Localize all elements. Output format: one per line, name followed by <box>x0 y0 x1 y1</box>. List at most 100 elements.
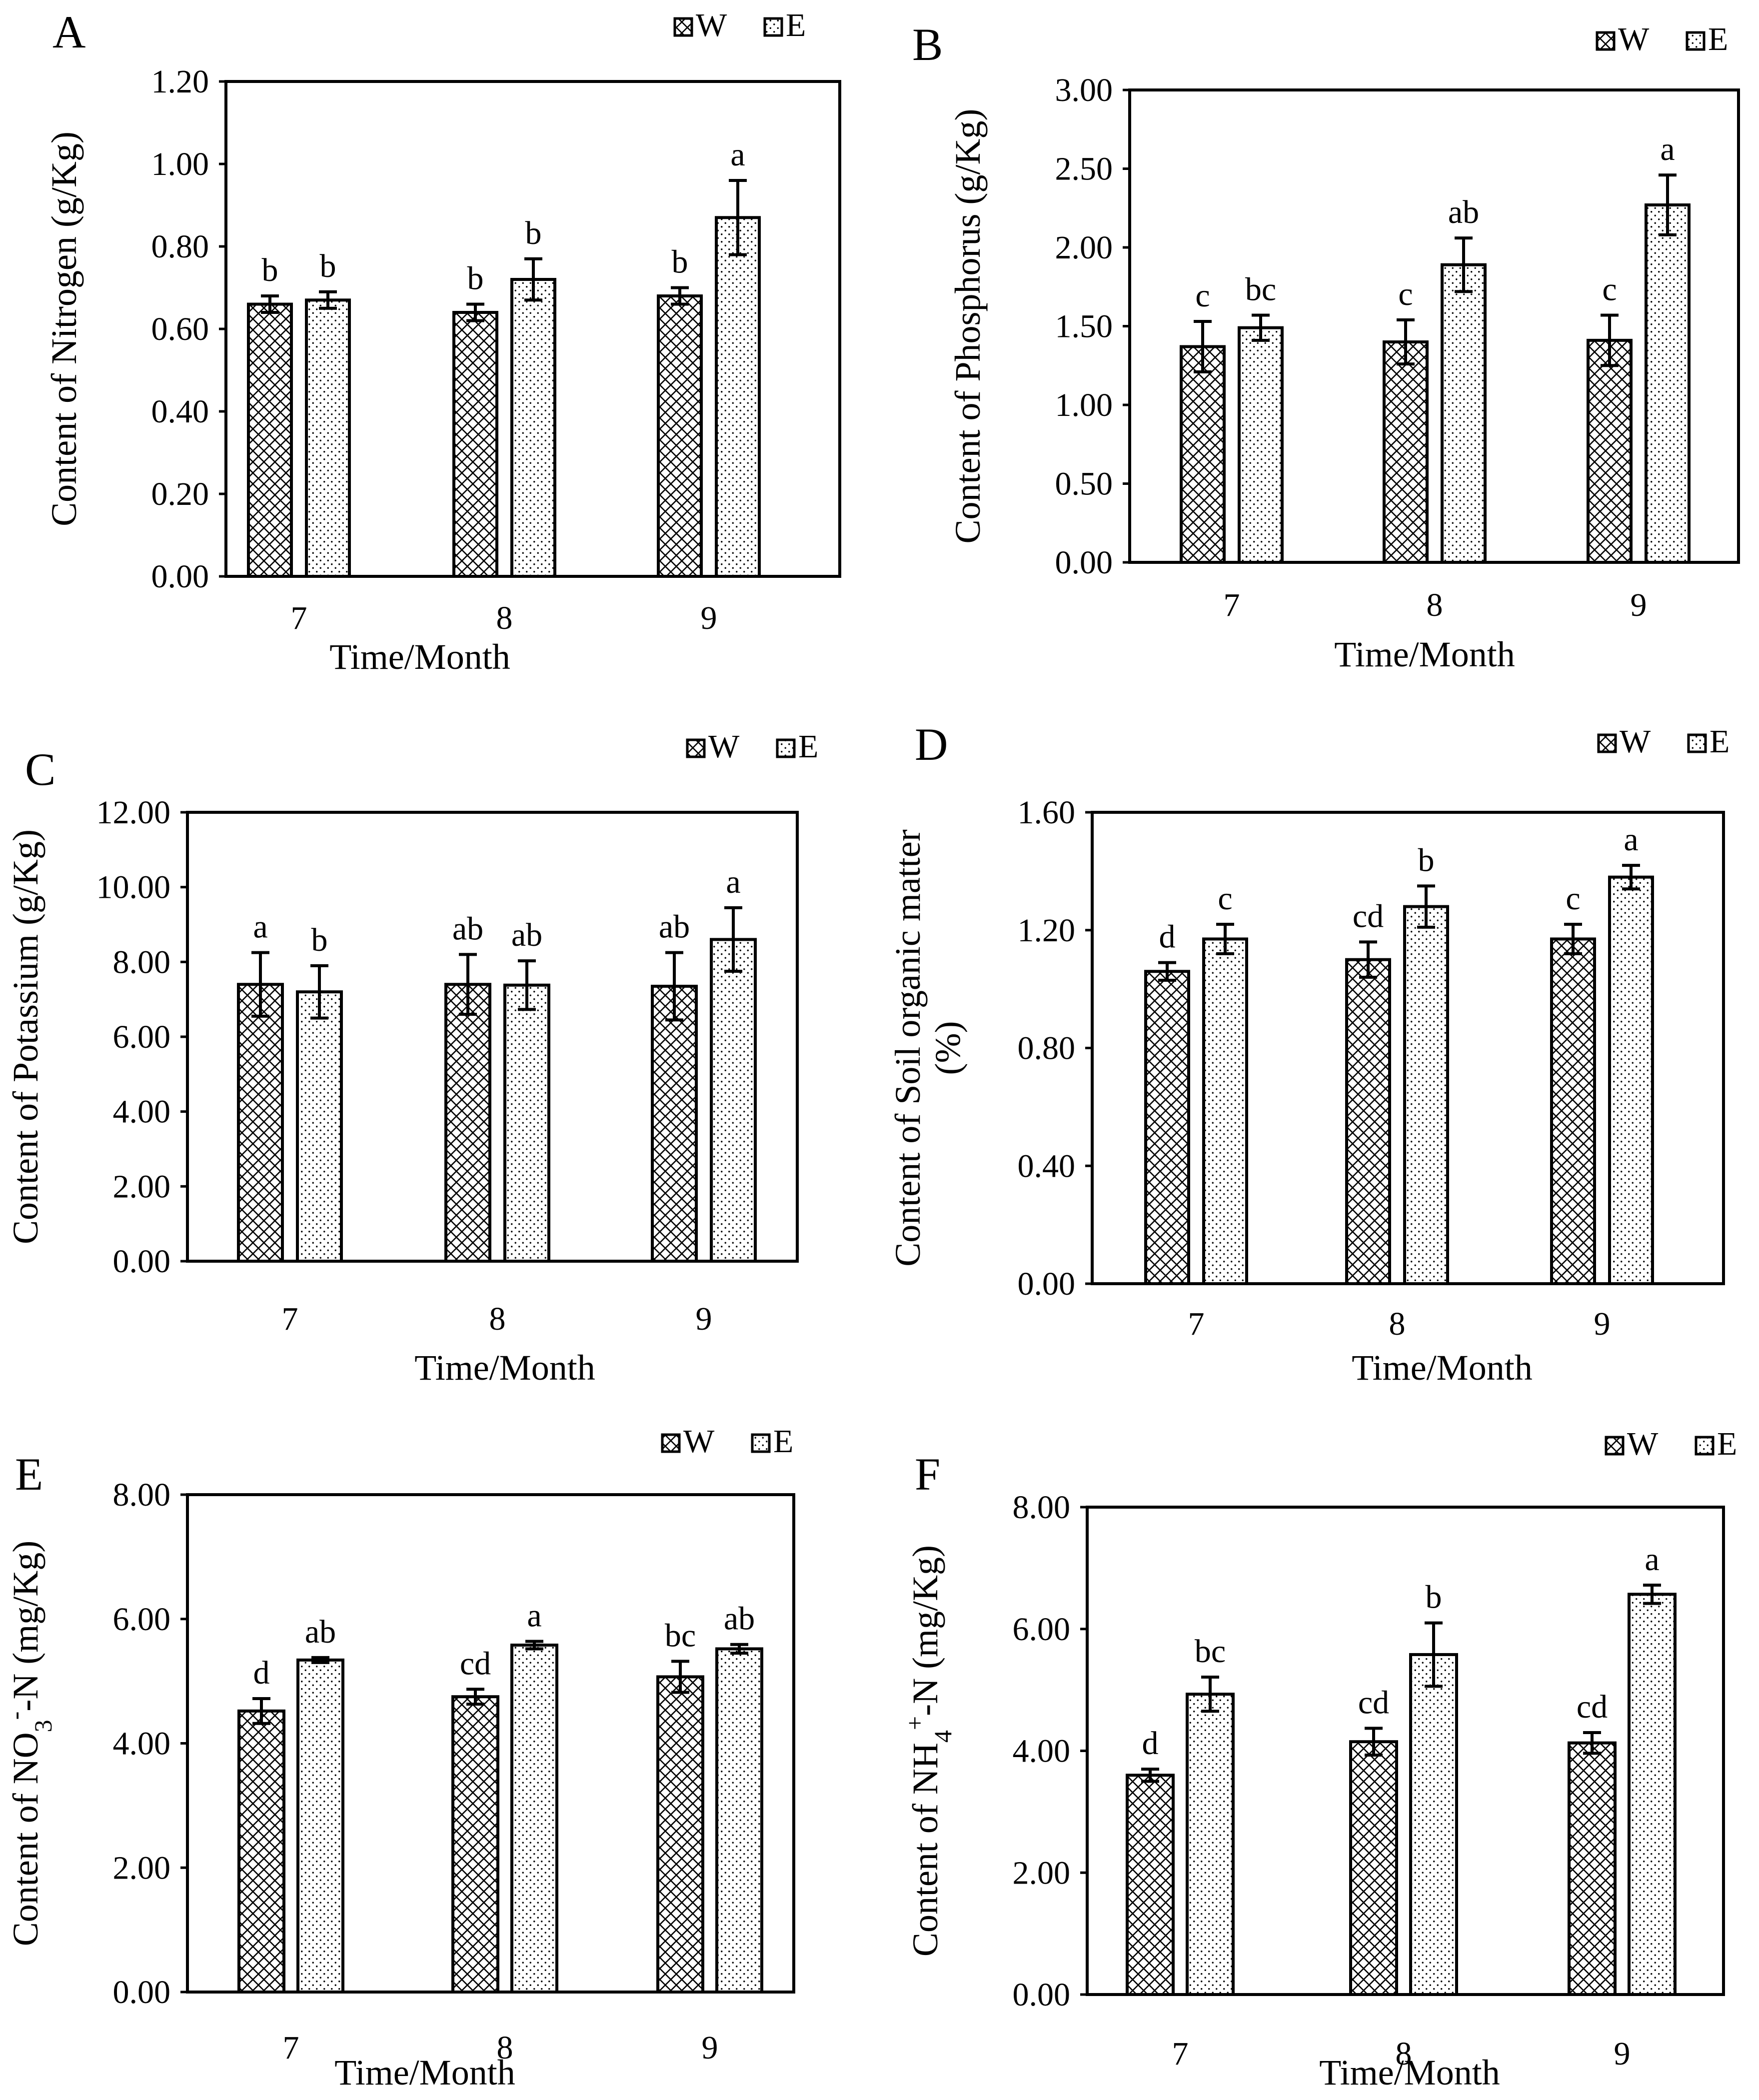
x-axis-label: Time/Month <box>334 2053 515 2093</box>
legend-label-W: W <box>1620 723 1651 760</box>
error-bar-E-9 <box>730 1643 748 1655</box>
y-tick-label: 2.00 <box>113 1168 171 1205</box>
y-axis-label: Content of Potassium (g/Kg) <box>5 829 45 1244</box>
error-bar-W-7 <box>251 951 269 1018</box>
bar-W-8 <box>1383 340 1429 564</box>
y-axis-label-line: (%) <box>928 1021 968 1075</box>
x-tick-label: 9 <box>1594 1306 1611 1342</box>
legend-label-W: W <box>683 1423 715 1460</box>
legend-swatch-E <box>751 1433 771 1453</box>
x-tick-label: 8 <box>496 600 513 636</box>
bar-W-8 <box>452 311 498 578</box>
panel-C: C W Ea ab abb aba0.002.004.006.008.0010.0012.… <box>5 728 818 1388</box>
y-axis-label-prefix: Content of NO <box>5 1732 45 1946</box>
error-bar-W-8 <box>1397 318 1415 366</box>
y-tick-label: 3.00 <box>1055 72 1113 108</box>
significance-letter: d <box>253 1655 270 1691</box>
y-axis-label-suffix: -N (mg/Kg) <box>905 1545 945 1716</box>
legend-label-E: E <box>1717 1426 1737 1462</box>
significance-letter: c <box>1195 277 1210 314</box>
y-tick-label: 10.00 <box>96 869 171 906</box>
y-tick-label: 2.50 <box>1055 151 1113 187</box>
x-tick-label: 7 <box>1224 587 1240 623</box>
legend-label-E: E <box>1710 723 1730 760</box>
y-axis-label: Content of Nitrogen (g/Kg) <box>44 131 84 526</box>
significance-letter: b <box>262 252 278 288</box>
error-bar-W-7 <box>261 294 279 314</box>
x-tick-label: 7 <box>291 600 307 636</box>
y-axis-label: Content of NH4+-N (mg/Kg) <box>901 1545 957 1957</box>
error-bar-W-8 <box>466 1688 484 1706</box>
bar-E-7 <box>1186 1693 1235 1996</box>
bar-W-9 <box>651 984 698 1263</box>
y-tick-label: 0.00 <box>1013 1977 1071 2013</box>
x-tick-label: 8 <box>489 1301 506 1337</box>
error-bar-W-8 <box>1359 940 1377 979</box>
error-bar-W-8 <box>1365 1727 1383 1757</box>
panel-label: D <box>915 719 948 770</box>
significance-letter: bc <box>665 1617 696 1654</box>
significance-letter: cd <box>1358 1684 1389 1721</box>
legend-swatch-W <box>686 738 706 758</box>
error-bar-W-9 <box>1564 922 1582 955</box>
panel-label: F <box>915 1449 940 1500</box>
y-tick-label: 1.60 <box>1018 794 1076 831</box>
significance-letter: bc <box>1195 1633 1226 1670</box>
y-tick-label: 8.00 <box>113 944 171 980</box>
error-bar-W-9 <box>1601 313 1619 367</box>
significance-letter: a <box>1624 821 1638 858</box>
y-axis-label-subscript: 3 <box>29 1720 57 1732</box>
y-tick-label: 0.50 <box>1055 466 1113 502</box>
bar-W-9 <box>1568 1741 1617 1996</box>
bar-W-8 <box>1345 958 1391 1285</box>
bar-E-8 <box>510 1643 558 1994</box>
error-bar-E-7 <box>1216 922 1234 955</box>
bar-E-8 <box>1409 1653 1458 1996</box>
significance-letter: a <box>1645 1541 1659 1578</box>
x-tick-label: 8 <box>1389 1306 1406 1342</box>
panel-B: B W Ec c cbcaba0.000.501.001.502.002.503.007… <box>912 19 1740 674</box>
significance-letter: b <box>672 244 688 280</box>
bar-W-9 <box>1587 338 1633 564</box>
legend-swatch-E <box>776 738 796 758</box>
bar-E-9 <box>1628 1593 1677 1996</box>
bar-W-9 <box>657 294 703 578</box>
y-tick-label: 0.40 <box>151 393 209 430</box>
significance-letter: ab <box>1448 194 1479 230</box>
legend-swatch-W <box>661 1433 681 1453</box>
error-bar-E-9 <box>729 179 747 256</box>
error-bar-E-8 <box>1455 236 1473 293</box>
x-axis-label: Time/Month <box>1319 2053 1500 2093</box>
y-tick-label: 1.50 <box>1055 308 1113 345</box>
y-tick-label: 4.00 <box>113 1726 171 1762</box>
x-axis-label: Time/Month <box>1352 1348 1532 1388</box>
significance-letter: a <box>1660 131 1675 167</box>
bar-E-9 <box>715 1647 763 1994</box>
error-bar-E-7 <box>1201 1676 1219 1713</box>
y-tick-label: 0.80 <box>1018 1030 1076 1067</box>
y-tick-label: 8.00 <box>1013 1489 1071 1526</box>
bar-E-7 <box>1238 326 1284 564</box>
y-axis-label: Content of NO3--N (mg/Kg) <box>1 1541 57 1947</box>
y-tick-label: 0.00 <box>151 558 209 595</box>
y-tick-label: 0.80 <box>151 228 209 265</box>
bar-W-8 <box>1349 1740 1398 1996</box>
error-bar-E-9 <box>1622 864 1640 891</box>
bar-W-9 <box>1550 937 1596 1285</box>
bar-E-8 <box>503 983 550 1263</box>
bar-W-7 <box>237 1709 285 1994</box>
y-tick-label: 2.00 <box>1055 229 1113 266</box>
y-axis-label: Content of Phosphorus (g/Kg) <box>948 109 988 544</box>
legend-label-W: W <box>1627 1426 1659 1462</box>
significance-letter: d <box>1159 919 1176 955</box>
legend-swatch-E <box>1687 733 1707 753</box>
y-axis-label-line: Content of Soil organic matter <box>888 829 928 1267</box>
y-tick-label: 4.00 <box>113 1094 171 1130</box>
significance-letter: b <box>320 248 336 284</box>
error-bar-E-9 <box>1659 173 1677 236</box>
